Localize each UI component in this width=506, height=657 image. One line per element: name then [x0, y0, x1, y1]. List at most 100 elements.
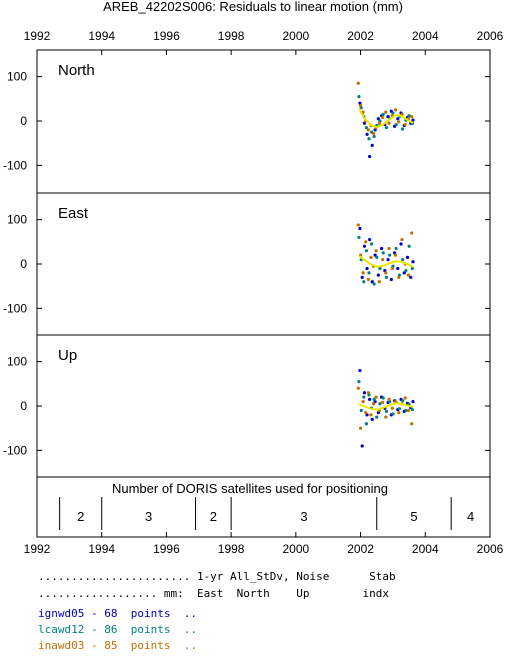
data-point — [403, 396, 407, 400]
axes-layer: 1992 1992 1994 1994 1996 1996 1998 1998 2000 2000… — [24, 29, 504, 556]
x-tick-label-top: 1998 — [218, 29, 245, 43]
data-point — [387, 246, 391, 251]
data-point — [394, 122, 398, 127]
y-tick-label: 100 — [7, 70, 27, 84]
y-tick-label: 0 — [20, 257, 27, 271]
panels-layer: North 100 0 -100 East 100 0 -100 Up 100 0 -100 — [3, 62, 490, 457]
chart-title: AREB_42202S006: Residuals to linear moti… — [103, 0, 403, 14]
data-point — [372, 134, 376, 139]
data-point — [401, 257, 405, 262]
data-point — [397, 275, 401, 279]
data-point — [368, 237, 372, 242]
x-tick-label-top: 2002 — [347, 29, 374, 43]
data-point — [391, 412, 395, 416]
x-tick-label-bottom: 2000 — [283, 542, 310, 556]
data-point — [362, 391, 367, 395]
x-tick-label-bottom: 1996 — [153, 542, 180, 556]
data-point — [356, 81, 360, 85]
satellite-count-label: 2 — [77, 509, 84, 524]
data-point — [357, 235, 361, 239]
y-tick-label: 100 — [7, 213, 27, 227]
data-point — [397, 407, 401, 411]
x-tick-label-top: 2000 — [283, 29, 310, 43]
y-tick-label: -100 — [3, 443, 27, 457]
fit-line — [358, 255, 414, 268]
x-tick-label-top: 2004 — [412, 29, 439, 43]
data-point — [358, 426, 363, 430]
y-tick-label: 0 — [20, 114, 27, 128]
data-point — [362, 244, 367, 248]
data-point — [358, 226, 362, 231]
data-point — [410, 231, 414, 235]
panel-label: Up — [58, 347, 77, 364]
data-point — [356, 223, 360, 227]
data-point — [371, 131, 376, 136]
data-point — [384, 409, 389, 413]
data-point — [362, 280, 366, 284]
data-point — [364, 249, 368, 253]
data-point — [401, 399, 405, 403]
data-point — [394, 246, 398, 251]
x-tick-label-bottom: 1992 — [24, 542, 51, 556]
data-point — [376, 117, 380, 121]
y-tick-label: -100 — [3, 158, 27, 172]
y-tick-label: 0 — [20, 399, 27, 413]
data-point — [400, 237, 404, 242]
data-point — [387, 121, 391, 125]
data-point — [358, 103, 363, 108]
panel-up: Up 100 0 -100 — [3, 334, 490, 457]
table-header-row-2: .................. mm: East North Up ind… — [38, 587, 389, 600]
data-point — [365, 266, 369, 271]
data-point — [356, 386, 360, 390]
data-point — [380, 257, 385, 262]
data-point — [384, 415, 388, 419]
data-point — [407, 114, 411, 118]
data-point — [374, 249, 378, 253]
data-point — [366, 128, 370, 132]
data-point — [376, 273, 380, 277]
table-solution-row: ignwd05 - 68 points .. — [38, 607, 197, 620]
data-point — [378, 402, 382, 406]
x-tick-label-bottom: 2006 — [477, 542, 504, 556]
data-point — [370, 280, 374, 284]
fit-line — [358, 108, 414, 129]
data-point — [375, 415, 379, 419]
data-point — [411, 118, 415, 122]
data-point — [380, 246, 384, 251]
data-point — [364, 411, 368, 415]
data-point — [357, 379, 361, 384]
data-point — [364, 422, 368, 426]
y-tick-label: 100 — [7, 355, 27, 369]
data-point — [360, 444, 364, 448]
data-point — [410, 266, 414, 271]
data-point — [377, 121, 381, 125]
data-point — [369, 255, 373, 259]
stats-table: ....................... 1-yr All_StDv, N… — [38, 570, 396, 652]
data-point — [369, 242, 374, 246]
data-point — [405, 255, 410, 259]
data-point — [380, 115, 385, 120]
data-point — [397, 411, 401, 415]
data-point — [401, 127, 405, 131]
data-point — [410, 422, 414, 426]
data-point — [393, 108, 398, 112]
data-point — [386, 114, 390, 119]
data-point — [368, 154, 372, 159]
satellite-count-panel: Number of DORIS satellites used for posi… — [37, 476, 490, 530]
data-point — [358, 368, 362, 373]
panel-label: East — [58, 205, 89, 222]
x-tick-label-bottom: 1994 — [88, 542, 115, 556]
data-point — [364, 240, 368, 244]
satellite-count-label: 3 — [145, 509, 152, 524]
data-point — [399, 242, 403, 246]
data-point — [374, 395, 378, 399]
x-tick-label-top: 1994 — [88, 29, 115, 43]
data-point — [370, 143, 374, 148]
satellite-count-label: 5 — [410, 509, 417, 524]
data-point — [381, 396, 385, 400]
satellite-panel-title: Number of DORIS satellites used for posi… — [112, 481, 388, 496]
x-tick-label-bottom: 1998 — [218, 542, 245, 556]
satellite-count-label: 4 — [467, 509, 474, 524]
x-tick-label-top: 1992 — [24, 29, 51, 43]
